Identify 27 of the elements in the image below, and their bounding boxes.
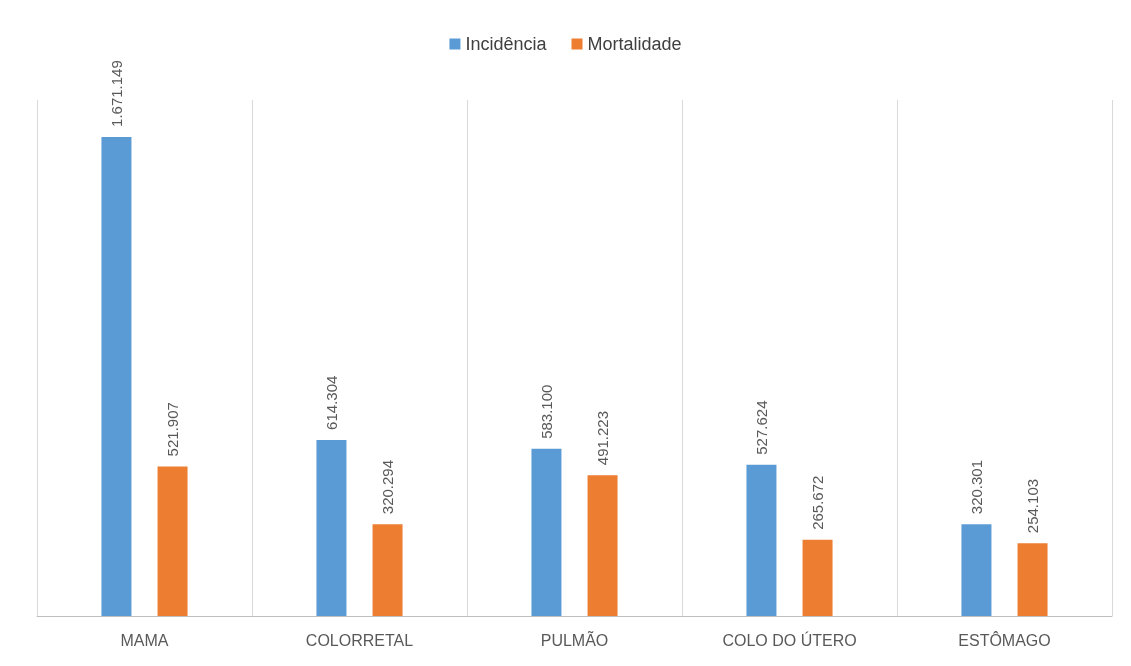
bar <box>316 439 347 616</box>
bar <box>1017 543 1048 616</box>
data-label: 491.223 <box>594 410 612 466</box>
legend-label: Incidência <box>465 34 548 54</box>
data-label: 320.294 <box>379 459 397 515</box>
bar <box>531 448 562 616</box>
x-tick-label: ESTÔMAGO <box>958 630 1051 649</box>
data-label: 320.301 <box>967 459 985 515</box>
bar <box>961 524 992 616</box>
bar <box>372 524 403 616</box>
data-label: 614.304 <box>322 375 340 430</box>
data-label: 521.907 <box>164 402 182 457</box>
data-label: 1.671.149 <box>107 60 125 127</box>
legend-label: Mortalidade <box>587 34 682 54</box>
x-tick-label: COLORRETAL <box>305 631 414 649</box>
bar <box>587 475 618 616</box>
x-tick-label: COLO DO ÚTERO <box>722 630 857 649</box>
bar <box>157 466 188 616</box>
data-label: 527.624 <box>752 400 770 455</box>
data-label: 583.100 <box>537 384 555 439</box>
data-label: 265.672 <box>809 475 827 530</box>
x-tick-label: MAMA <box>120 631 169 649</box>
data-label: 254.103 <box>1024 478 1042 534</box>
bar <box>101 136 132 616</box>
bar <box>802 539 833 616</box>
bar <box>746 464 777 616</box>
x-tick-label: PULMÃO <box>540 629 609 649</box>
